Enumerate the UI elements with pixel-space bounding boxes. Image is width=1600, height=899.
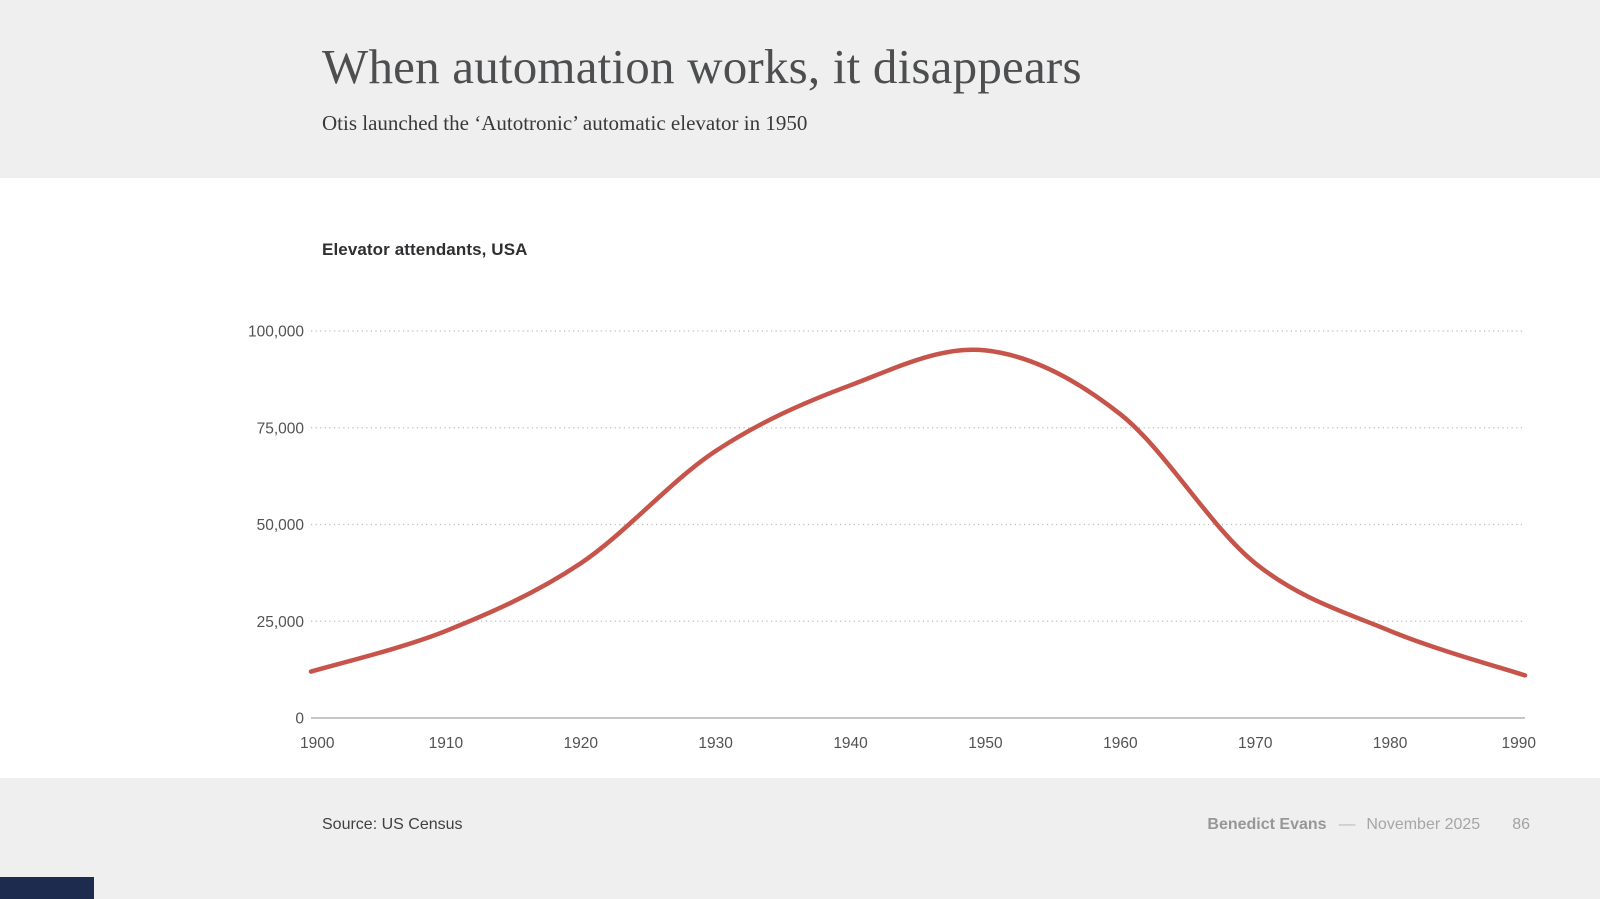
x-tick-label: 1920 [564,735,599,752]
y-tick-label: 75,000 [257,420,305,437]
slide-header: When automation works, it disappears Oti… [0,0,1600,178]
x-tick-label: 1900 [300,735,335,752]
slide-title: When automation works, it disappears [322,39,1082,94]
x-tick-label: 1980 [1373,735,1408,752]
x-tick-label: 1970 [1238,735,1273,752]
x-tick-label: 1940 [833,735,868,752]
data-line-elevator-attendants [308,347,1528,678]
slide-progress-track [0,877,1600,899]
chart-title: Elevator attendants, USA [322,240,528,259]
slide-progress-bar [0,877,95,899]
page-number: 86 [1512,816,1530,833]
y-tick-label: 100,000 [248,324,304,341]
y-tick-label: 25,000 [257,614,305,631]
y-tick-label: 0 [295,711,304,728]
dash-separator: –– [1338,816,1356,833]
footer-right: Benedict Evans –– November 2025 86 [1207,816,1530,834]
footer-date: November 2025 [1366,816,1481,833]
x-tick-label: 1960 [1103,735,1138,752]
author-name: Benedict Evans [1207,816,1327,833]
line-chart: 0 25,000 50,000 75,000 100,000 1900 1910 1920 19… [248,324,1537,753]
slide-subtitle: Otis launched the ‘Autotronic’ automatic… [322,110,808,135]
source-note: Source: US Census [322,816,463,833]
x-tick-label: 1930 [698,735,733,752]
x-tick-label: 1990 [1502,735,1537,752]
x-tick-label: 1910 [429,735,464,752]
y-tick-label: 50,000 [257,517,305,534]
slide-footer: Source: US Census Benedict Evans –– Nove… [0,778,1600,899]
x-tick-label: 1950 [968,735,1003,752]
chart-panel: Elevator attendants, USA 0 25,000 50,000 75… [0,178,1600,778]
